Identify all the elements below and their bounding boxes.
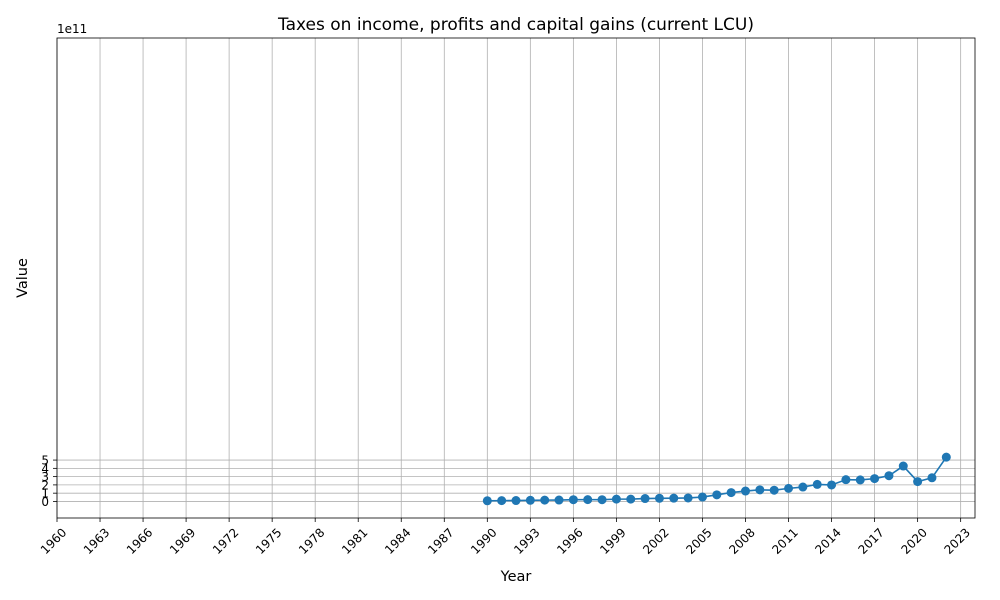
data-point: [913, 477, 923, 487]
data-point: [626, 494, 636, 504]
data-point: [712, 490, 722, 500]
data-point: [812, 479, 822, 489]
x-tick-label: 2017: [855, 525, 886, 556]
chart-title: Taxes on income, profits and capital gai…: [277, 15, 754, 35]
data-point: [870, 474, 880, 484]
data-point: [611, 494, 621, 504]
x-tick-label: 1963: [81, 525, 112, 556]
y-tick-label: 0: [41, 495, 49, 509]
x-tick-label: 1999: [597, 525, 628, 556]
x-tick-label: 1987: [425, 525, 456, 556]
data-point: [827, 480, 837, 490]
data-point: [540, 495, 550, 505]
data-point: [784, 483, 794, 493]
y-tick-label: 3: [41, 470, 49, 484]
x-tick-label: 2011: [769, 525, 800, 556]
x-tick-label: 1984: [382, 525, 413, 556]
x-tick-label: 1993: [511, 525, 542, 556]
data-point: [482, 496, 492, 506]
x-tick-label: 1972: [210, 525, 241, 556]
x-axis-ticks: 1960 1963 1966 1969 1972 1975 1978 1981 1984 1987…: [38, 518, 973, 557]
data-point: [898, 461, 908, 471]
data-point: [798, 482, 808, 492]
x-tick-label: 1981: [339, 525, 370, 556]
data-point: [525, 495, 535, 505]
x-tick-label: 2020: [898, 525, 929, 556]
x-tick-label: 2002: [640, 525, 671, 556]
y-tick-label: 1: [41, 487, 49, 501]
x-tick-label: 1960: [38, 525, 69, 556]
x-tick-label: 2023: [941, 525, 972, 556]
data-point: [841, 475, 851, 485]
data-point: [741, 486, 750, 496]
data-point: [726, 488, 736, 498]
data-point: [941, 452, 951, 462]
data-point: [927, 473, 937, 483]
x-tick-label: 2008: [726, 525, 757, 556]
x-tick-label: 2005: [683, 525, 714, 556]
data-point: [497, 496, 507, 506]
data-point: [697, 492, 707, 502]
data-point: [884, 471, 894, 481]
data-point: [683, 493, 693, 503]
x-tick-label: 1990: [468, 525, 499, 556]
data-point: [669, 493, 679, 503]
data-point: [769, 485, 779, 495]
plot-frame: [56, 37, 976, 519]
data-point: [755, 485, 765, 495]
data-point: [597, 495, 607, 505]
data-point: [568, 495, 578, 505]
x-tick-label: 1978: [296, 525, 327, 556]
x-axis-label: Year: [500, 569, 532, 585]
x-tick-label: 1996: [554, 525, 585, 556]
data-point: [855, 475, 865, 485]
y-tick-label: 2: [41, 478, 49, 492]
series-income-tax: [482, 452, 951, 506]
data-point: [554, 495, 564, 505]
y-axis-label: Value: [15, 258, 31, 298]
data-point: [511, 496, 521, 506]
y-axis-offset-label: 1e11: [57, 22, 87, 36]
x-tick-label: 1966: [124, 525, 155, 556]
data-point: [640, 494, 650, 504]
y-tick-label: 4: [41, 462, 49, 476]
data-point: [654, 493, 664, 503]
grid: [56, 38, 975, 518]
x-tick-label: 1975: [253, 525, 284, 556]
data-point: [583, 495, 593, 505]
x-tick-label: 2014: [812, 525, 843, 556]
y-tick-label: 5: [41, 454, 49, 468]
x-tick-label: 1969: [167, 525, 198, 556]
